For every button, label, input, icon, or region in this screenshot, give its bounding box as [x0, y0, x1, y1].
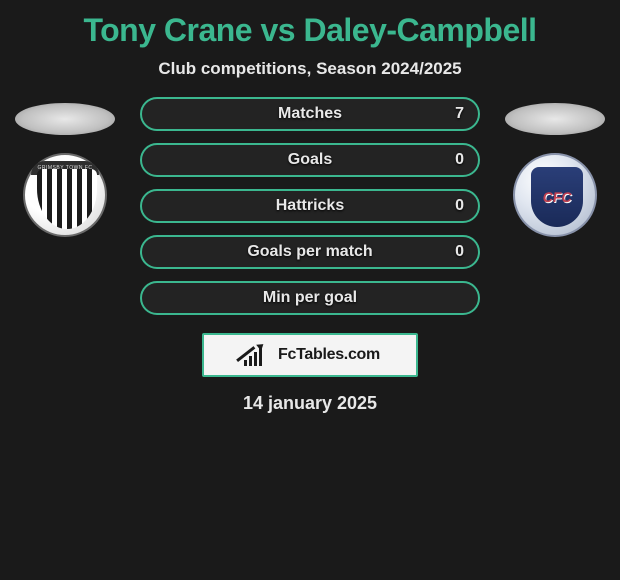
- fctables-logo: FcTables.com: [202, 333, 418, 377]
- stat-label: Goals per match: [247, 243, 372, 261]
- player-right-avatar: [505, 103, 605, 135]
- left-player-column: GRIMSBY TOWN FC: [10, 97, 120, 237]
- page-title: Tony Crane vs Daley-Campbell: [0, 0, 620, 53]
- crest-letters: CFC: [541, 189, 572, 205]
- stat-row-min-per-goal: Min per goal: [140, 281, 480, 315]
- club-crest-chesterfield: CFC: [513, 153, 597, 237]
- stat-label: Goals: [288, 151, 332, 169]
- stat-label: Min per goal: [263, 289, 357, 307]
- player-left-avatar: [15, 103, 115, 135]
- stat-right-value: 0: [455, 151, 464, 169]
- club-crest-grimsby: GRIMSBY TOWN FC: [23, 153, 107, 237]
- stat-right-value: 0: [455, 243, 464, 261]
- stat-row-matches: Matches 7: [140, 97, 480, 131]
- stat-row-goals: Goals 0: [140, 143, 480, 177]
- logo-chart-icon: [240, 344, 270, 366]
- stat-row-hattricks: Hattricks 0: [140, 189, 480, 223]
- stat-right-value: 7: [455, 105, 464, 123]
- right-player-column: CFC: [500, 97, 610, 237]
- comparison-row: GRIMSBY TOWN FC Matches 7 Goals 0 Hattri…: [0, 97, 620, 315]
- stats-column: Matches 7 Goals 0 Hattricks 0 Goals per …: [140, 97, 480, 315]
- crest-shield: [37, 169, 97, 229]
- crest-shield: CFC: [531, 167, 583, 227]
- stat-right-value: 0: [455, 197, 464, 215]
- report-date: 14 january 2025: [0, 393, 620, 414]
- logo-text: FcTables.com: [278, 346, 380, 364]
- stat-row-goals-per-match: Goals per match 0: [140, 235, 480, 269]
- stat-label: Hattricks: [276, 197, 344, 215]
- stat-label: Matches: [278, 105, 342, 123]
- page-subtitle: Club competitions, Season 2024/2025: [0, 53, 620, 97]
